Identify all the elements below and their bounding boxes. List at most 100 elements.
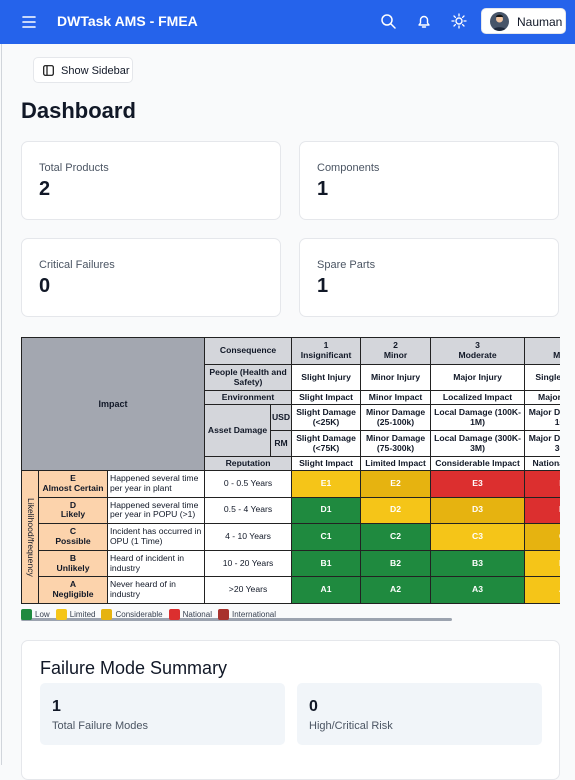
consequence-cell: Major Injury	[430, 364, 526, 391]
likelihood-frequency: 0.5 - 4 Years	[204, 496, 293, 525]
consequence-cell: Single Fatality	[524, 364, 560, 391]
consequence-cell: Minor Damage (25-100k)	[360, 404, 432, 431]
stat-card: Total Products 2	[21, 141, 281, 220]
consequence-unit: USD	[270, 404, 293, 431]
consequence-header: Consequence	[204, 337, 293, 365]
matrix-row: RM Slight Damage (<75K) Minor Damage (75-3…	[22, 430, 560, 457]
severity-number: 3	[475, 340, 480, 351]
stat-card: Components 1	[299, 141, 559, 220]
likelihood-frequency: 0 - 0.5 Years	[204, 470, 293, 498]
risk-cell: B1	[291, 549, 362, 578]
risk-cell: B2	[360, 549, 432, 578]
legend-item: Low	[21, 609, 50, 620]
consequence-cell: Major Damage (3-30M)	[524, 430, 560, 457]
summary-card: Failure Mode Summary 1 Total Failure Mode…	[21, 640, 560, 780]
legend-swatch	[55, 609, 67, 620]
consequence-cell: Limited Impact	[360, 456, 432, 471]
stat-label: Total Products	[39, 162, 109, 174]
consequence-label: Environment	[204, 390, 293, 405]
legend-label: Limited	[69, 610, 96, 619]
consequence-label: People (Health and Safety)	[204, 364, 293, 391]
matrix-row: B Unlikely Heard of incident in industry 10…	[22, 549, 560, 578]
risk-cell: E2	[360, 470, 432, 498]
likelihood-description: Happened several time per year in POPU (…	[106, 496, 206, 525]
likelihood-code: C	[69, 526, 77, 537]
menu-icon[interactable]	[22, 15, 36, 29]
likelihood-level: E Almost Certain	[38, 470, 108, 498]
consequence-cell: Considerable Impact	[430, 456, 526, 471]
likelihood-description: Happened several time per year in plant	[106, 470, 206, 498]
top-bar: DWTask AMS - FMEA Nauman	[0, 0, 575, 44]
likelihood-name: Negligible	[52, 589, 94, 600]
legend: Low Limited Considerable National Internatio…	[21, 609, 276, 620]
legend-item: Limited	[55, 609, 96, 620]
severity-header: 4Major	[524, 337, 560, 365]
consequence-cell: Local Damage (300K-3M)	[430, 430, 526, 457]
likelihood-frequency: 10 - 20 Years	[204, 549, 293, 578]
legend-swatch	[217, 609, 229, 620]
page-title: Dashboard	[21, 98, 136, 123]
risk-cell: A2	[360, 576, 432, 604]
user-menu[interactable]: Nauman	[481, 8, 566, 34]
stat-card: Critical Failures 0	[21, 238, 281, 317]
legend-label: International	[231, 610, 277, 619]
consequence-cell: Minor Injury	[360, 364, 432, 391]
summary-label: High/Critical Risk	[309, 720, 393, 732]
app-title: DWTask AMS - FMEA	[57, 13, 198, 29]
consequence-cell: Slight Impact	[291, 390, 362, 405]
show-sidebar-button[interactable]: Show Sidebar	[33, 57, 133, 83]
button-label: Show Sidebar	[61, 65, 130, 77]
theme-icon[interactable]	[451, 13, 467, 29]
scrollbar[interactable]	[21, 618, 452, 621]
stat-label: Components	[317, 162, 380, 174]
sidebar-edge	[1, 44, 2, 765]
likelihood-level: A Negligible	[38, 576, 108, 604]
likelihood-name: Possible	[55, 535, 91, 546]
legend-item: International	[217, 609, 277, 620]
summary-value: 1	[52, 698, 61, 715]
matrix-row: Likelihood/frequency E Almost Certain Happe…	[21, 470, 560, 604]
stat-label: Critical Failures	[39, 259, 115, 271]
consequence-cell: Slight Impact	[291, 456, 362, 471]
notification-icon[interactable]	[416, 13, 432, 29]
risk-cell: C1	[291, 523, 362, 551]
risk-cell: D3	[430, 496, 526, 525]
risk-cell: A4	[524, 576, 560, 604]
severity-name: Moderate	[458, 350, 497, 360]
risk-cell: D4	[524, 496, 560, 525]
matrix-row: D Likely Happened several time per year in…	[22, 496, 560, 525]
risk-cell: D2	[360, 496, 432, 525]
risk-cell: E3	[430, 470, 526, 498]
legend-swatch	[168, 609, 180, 620]
consequence-cell: Local Damage (100K-1M)	[430, 404, 526, 431]
matrix-row: Reputation Slight Impact Limited Impact Con…	[22, 456, 560, 471]
likelihood-name: Almost Certain	[42, 482, 104, 493]
likelihood-level: C Possible	[38, 523, 108, 551]
risk-cell: B4	[524, 549, 560, 578]
matrix-row: A Negligible Never heard of in industry >20…	[22, 576, 560, 604]
stat-value: 1	[317, 275, 329, 297]
severity-name: Insignificant	[300, 350, 352, 360]
consequence-cell: Slight Damage (<25K)	[291, 404, 362, 431]
severity-header: 3 Moderate	[430, 337, 526, 365]
user-name: Nauman	[517, 15, 563, 29]
consequence-cell: Minor Damage (75-300k)	[360, 430, 432, 457]
consequence-unit: RM	[270, 430, 293, 457]
likelihood-description: Heard of incident in industry	[106, 549, 206, 578]
likelihood-description: Incident has occurred in OPU (1 Time)	[106, 523, 206, 551]
likelihood-code: D	[69, 499, 77, 510]
consequence-cell: Localized Impact	[430, 390, 526, 405]
matrix-row: Asset Damage USD Slight Damage (<25K) Minor…	[22, 404, 560, 457]
consequence-cell: Major Impact	[524, 390, 560, 405]
consequence-cell: Major Damage (1-10M)	[524, 404, 560, 431]
consequence-label: Reputation	[204, 456, 293, 471]
likelihood-level: B Unlikely	[38, 549, 108, 578]
matrix-row: Impact Consequence 1 Insignificant 2 Minor 3 Mo…	[21, 337, 560, 471]
risk-cell: C4	[524, 523, 560, 551]
likelihood-code: E	[70, 472, 76, 483]
search-icon[interactable]	[380, 13, 396, 29]
severity-header: 1 Insignificant	[291, 337, 362, 365]
consequence-cell: Slight Damage (<75K)	[291, 430, 362, 457]
